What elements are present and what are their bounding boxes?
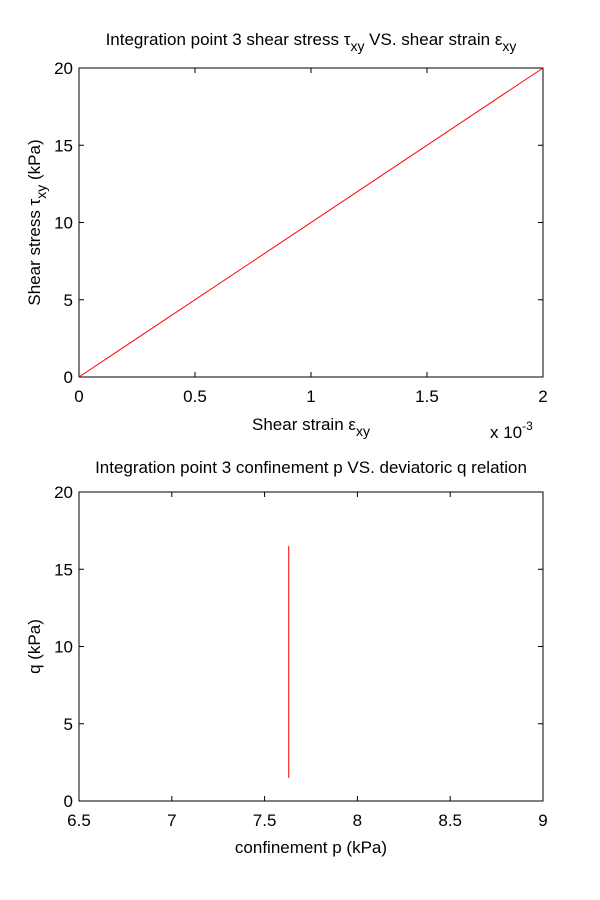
y-axis-label-text: q (kPa) <box>25 619 44 674</box>
series-line <box>78 67 544 378</box>
chart-title: Integration point 3 confinement p VS. de… <box>95 458 527 477</box>
x-tick-label: 0.5 <box>183 387 207 406</box>
x-axis-label: Shear strain εxy <box>252 415 370 439</box>
chart-title: Integration point 3 shear stress τxy VS.… <box>106 30 517 54</box>
y-tick-label: 0 <box>64 368 73 387</box>
x-tick-label: 8.5 <box>438 811 462 830</box>
x-tick-label: 8 <box>353 811 362 830</box>
y-axis-label-symbol: τ <box>25 198 44 205</box>
y-tick-label: 15 <box>54 136 73 155</box>
x-axis-multiplier: x 10-3 <box>490 419 533 442</box>
x-tick-label: 6.5 <box>67 811 91 830</box>
y-axis-label: q (kPa) <box>25 619 44 674</box>
y-axis-label-unit: (kPa) <box>25 139 44 184</box>
y-axis-label-text: Shear stress <box>25 205 44 305</box>
x-tick-label: 7 <box>167 811 176 830</box>
title-text: VS. shear strain <box>364 30 494 49</box>
x-axis-multiplier-base: x 10 <box>490 423 522 442</box>
x-tick-label: 1.5 <box>415 387 439 406</box>
x-axis-multiplier-exponent: -3 <box>522 419 533 433</box>
x-tick-label: 0 <box>74 387 83 406</box>
y-axis-label: Shear stress τxy (kPa) <box>25 139 49 305</box>
title-subscript: xy <box>502 38 516 54</box>
y-tick-label: 15 <box>54 560 73 579</box>
title-text: Integration point 3 shear stress <box>106 30 344 49</box>
x-tick-label: 2 <box>538 387 547 406</box>
x-tick-label: 9 <box>538 811 547 830</box>
x-axis-label-symbol: ε <box>348 415 356 434</box>
y-tick-label: 5 <box>64 715 73 734</box>
y-axis-label-subscript: xy <box>33 185 49 199</box>
title-symbol: ε <box>495 30 503 49</box>
title-text: Integration point 3 confinement p VS. de… <box>95 458 527 477</box>
x-axis-label-text: confinement p (kPa) <box>235 838 387 857</box>
x-tick-label: 1 <box>306 387 315 406</box>
y-tick-label: 0 <box>64 792 73 811</box>
x-tick-label: 7.5 <box>253 811 277 830</box>
y-tick-label: 10 <box>54 214 73 233</box>
y-tick-label: 10 <box>54 638 73 657</box>
y-tick-label: 5 <box>64 291 73 310</box>
plot-area <box>78 491 544 802</box>
title-symbol: τ <box>344 30 351 49</box>
x-axis-label-subscript: xy <box>356 423 370 439</box>
x-axis-label: confinement p (kPa) <box>235 838 387 857</box>
y-tick-label: 20 <box>54 483 73 502</box>
title-subscript: xy <box>350 38 364 54</box>
x-axis-label-text: Shear strain <box>252 415 348 434</box>
y-tick-label: 20 <box>54 59 73 78</box>
